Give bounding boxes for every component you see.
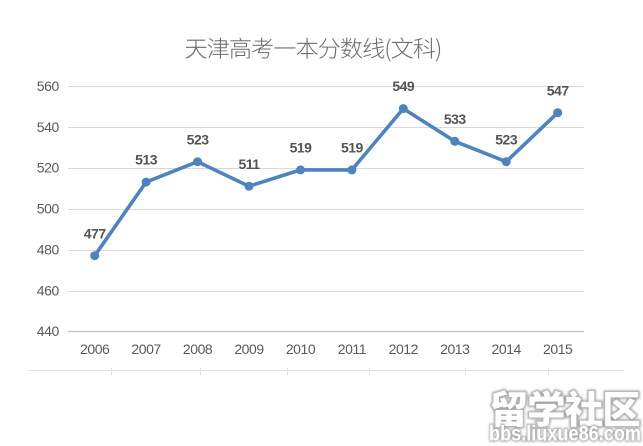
svg-text:460: 460: [37, 282, 60, 298]
svg-text:513: 513: [135, 152, 158, 168]
svg-text:523: 523: [187, 131, 210, 147]
svg-text:519: 519: [341, 140, 364, 156]
svg-text:bbs.liuxue86.com: bbs.liuxue86.com: [489, 423, 641, 446]
svg-text:519: 519: [290, 140, 313, 156]
svg-text:2011: 2011: [338, 341, 367, 357]
svg-text:511: 511: [238, 156, 260, 172]
svg-text:bbs.liuxue86.com: bbs.liuxue86.com: [489, 423, 641, 446]
svg-text:547: 547: [547, 82, 570, 98]
svg-text:2009: 2009: [234, 341, 264, 357]
svg-text:440: 440: [37, 323, 60, 339]
svg-text:500: 500: [37, 201, 60, 217]
svg-text:2007: 2007: [131, 341, 161, 357]
svg-text:2006: 2006: [80, 341, 110, 357]
svg-text:549: 549: [392, 78, 415, 94]
svg-text:2014: 2014: [492, 341, 522, 357]
svg-text:520: 520: [37, 160, 60, 176]
svg-text:480: 480: [37, 242, 60, 258]
svg-text:560: 560: [37, 78, 60, 94]
svg-text:477: 477: [84, 225, 107, 241]
svg-text:2015: 2015: [543, 341, 573, 357]
svg-text:2010: 2010: [286, 341, 316, 357]
svg-text:540: 540: [37, 119, 60, 135]
svg-text:2012: 2012: [389, 341, 419, 357]
svg-text:533: 533: [444, 111, 467, 127]
svg-text:2008: 2008: [183, 341, 213, 357]
svg-text:2013: 2013: [440, 341, 470, 357]
svg-text:523: 523: [495, 131, 518, 147]
